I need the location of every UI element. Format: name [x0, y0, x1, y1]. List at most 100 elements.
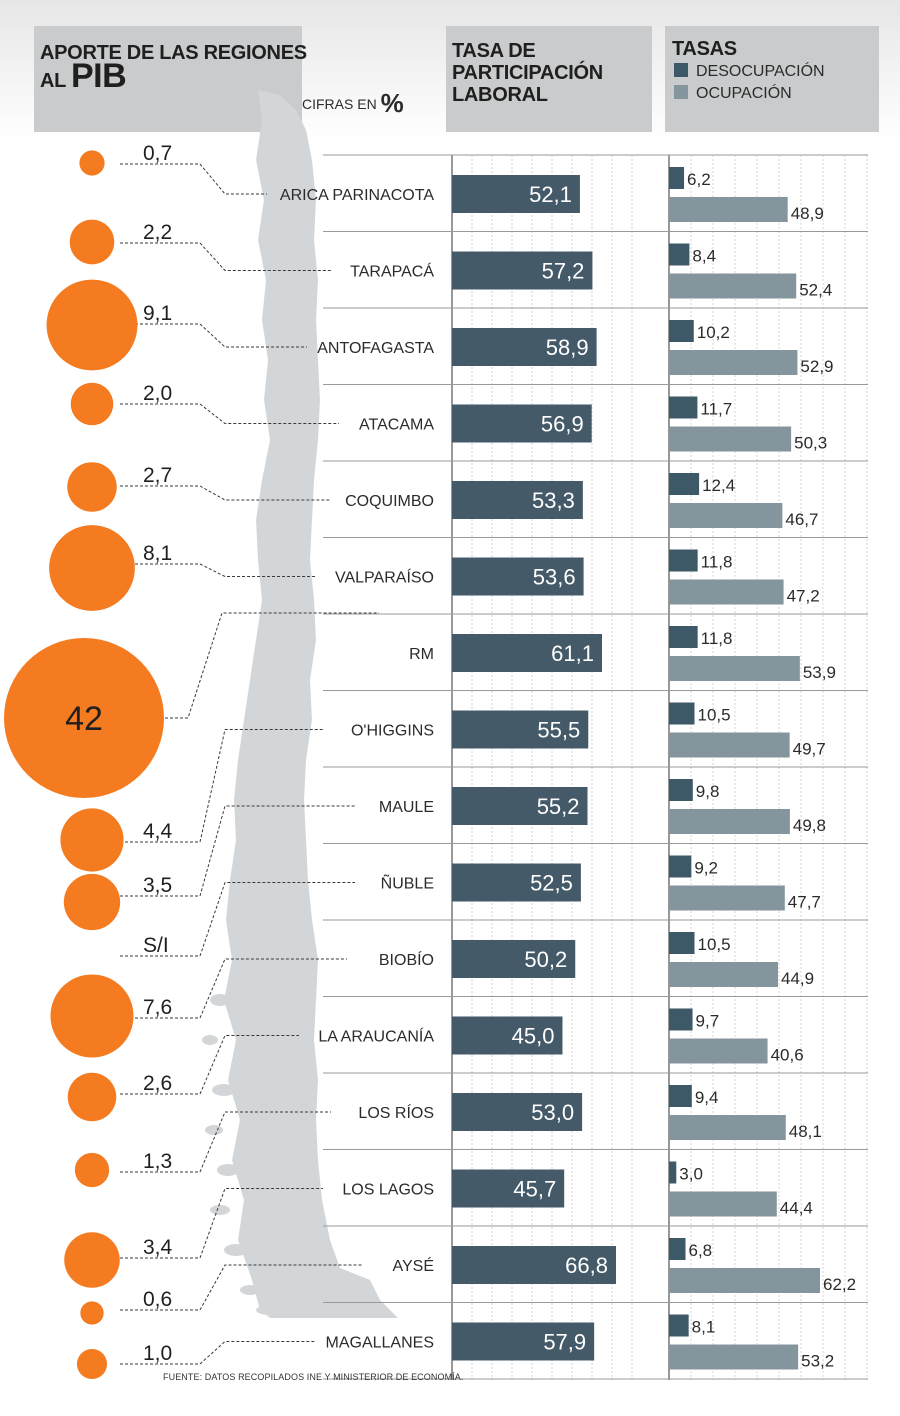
ocupacion-bar-ayse [669, 1268, 820, 1293]
pib-value-la-araucania: 2,6 [143, 1072, 172, 1095]
participacion-bar-antofagasta [452, 328, 597, 366]
pib-header-box [34, 26, 302, 132]
ocupacion-bar-magallanes [669, 1344, 799, 1370]
pib-value-coquimbo: 2,7 [143, 464, 172, 487]
island-fragment [240, 1285, 260, 1295]
pib-connector-la-araucania [120, 1035, 299, 1095]
ocupacion-value-atacama: 50,3 [794, 434, 827, 453]
ocupacion-value-o-higgins: 49,7 [793, 740, 826, 759]
pib-bubble-arica-parinacota [79, 150, 105, 176]
participacion-value-valparaiso: 53,6 [533, 565, 576, 590]
ocupacion-bar-los-rios [669, 1115, 786, 1140]
pib-bubbles: 0,7 2,2 9,1 2,0 2,7 8,1 42 4,4 3,5 S/I 7,6 2,6 1,3 3,… [4, 142, 173, 1380]
region-label-biobio: BIOBÍO [379, 950, 434, 969]
desocupacion-value-nuble: 9,2 [694, 859, 718, 878]
desocupacion-bar-coquimbo [669, 473, 700, 495]
island-fragment [224, 1244, 248, 1256]
ocupacion-value-nuble: 47,7 [788, 893, 821, 912]
desocupacion-bar-los-lagos [669, 1161, 677, 1184]
pib-value-valparaiso: 8,1 [143, 542, 172, 565]
desocupacion-bar-o-higgins [669, 702, 695, 725]
desocupacion-value-los-rios: 9,4 [695, 1088, 719, 1107]
participacion-value-biobio: 50,2 [524, 947, 567, 972]
pib-value-los-rios: 1,3 [143, 1150, 172, 1173]
island-fragment [256, 1305, 284, 1315]
pib-bubble-coquimbo [67, 462, 117, 512]
desocupacion-value-ayse: 6,8 [689, 1241, 713, 1260]
participacion-value-arica-parinacota: 52,1 [529, 182, 572, 207]
participacion-value-antofagasta: 58,9 [546, 335, 589, 360]
participacion-value-o-higgins: 55,5 [537, 718, 580, 743]
participacion-value-los-rios: 53,0 [531, 1100, 574, 1125]
pib-connector-magallanes [120, 1341, 315, 1365]
desocupacion-bar-los-rios [669, 1085, 692, 1107]
pib-title-pib: PIB [70, 57, 127, 95]
pib-value-tarapaca: 2,2 [143, 221, 172, 244]
ocupacion-bar-maule [669, 809, 790, 834]
source-note: FUENTE: DATOS RECOPILADOS INE Y MINISTER… [163, 1372, 464, 1382]
pib-connector-ayse [120, 1264, 363, 1311]
ocupacion-bar-arica-parinacota [669, 197, 788, 222]
desocupacion-bar-maule [669, 779, 693, 801]
desocupacion-bar-la-araucania [669, 1008, 693, 1031]
region-label-tarapaca: TARAPACÁ [350, 262, 434, 281]
desocupacion-value-biobio: 10,5 [697, 935, 730, 954]
pib-value-ayse: 0,6 [143, 1288, 172, 1311]
pib-connector-los-rios [120, 1111, 331, 1173]
pib-title-al: AL [40, 70, 66, 92]
desocupacion-bar-atacama [669, 396, 698, 419]
desocupacion-value-tarapaca: 8,4 [692, 247, 716, 266]
island-fragment [210, 994, 230, 1006]
participacion-value-ayse: 66,8 [565, 1253, 608, 1278]
desocupacion-value-los-lagos: 3,0 [679, 1165, 703, 1184]
participacion-value-nuble: 52,5 [530, 871, 573, 896]
island-fragment [202, 1035, 218, 1045]
region-label-la-araucania: LA ARAUCANÍA [318, 1027, 434, 1046]
participacion-value-coquimbo: 53,3 [532, 488, 575, 513]
region-label-arica-parinacota: ARICA PARINACOTA [280, 187, 434, 204]
cifras-unit: % [380, 88, 404, 118]
ocupacion-value-antofagasta: 52,9 [800, 357, 833, 376]
pib-value-nuble: S/I [143, 934, 169, 957]
participacion-value-maule: 55,2 [537, 794, 580, 819]
region-label-maule: MAULE [379, 799, 434, 816]
pib-bubble-antofagasta [46, 279, 138, 371]
participacion-bars: 52,1 57,2 58,9 56,9 53,3 53,6 61,1 55,5 55,2 52,5… [452, 175, 616, 1361]
region-label-rm: RM [409, 646, 434, 663]
desocupacion-value-magallanes: 8,1 [692, 1318, 716, 1337]
participacion-bar-los-lagos [452, 1169, 565, 1208]
ocupacion-bar-o-higgins [669, 732, 790, 758]
participacion-bar-ayse [452, 1246, 616, 1284]
tasas-bars: 6,2 8,4 10,2 11,7 12,4 11,8 11,8 10,5 9,8 9,2 10,5… [669, 167, 856, 1371]
pib-value-magallanes: 1,0 [143, 1342, 172, 1365]
participacion-value-atacama: 56,9 [541, 412, 584, 437]
desocupacion-value-o-higgins: 10,5 [697, 706, 730, 725]
tasa-header-box [446, 26, 652, 132]
region-label-antofagasta: ANTOFAGASTA [317, 340, 434, 357]
legend-desocupacion: DESOCUPACIÓN [674, 63, 825, 81]
pib-value-o-higgins: 4,4 [143, 820, 173, 843]
desocupacion-bar-biobio [669, 932, 695, 954]
pib-bubble-o-higgins [60, 808, 124, 872]
pib-title-line1: APORTE DE LAS REGIONES [40, 42, 307, 64]
region-label-ayse: AYSÉ [393, 1256, 435, 1275]
ocupacion-value-valparaiso: 47,2 [787, 587, 820, 606]
legend-ocupacion-label: OCUPACIÓN [696, 85, 792, 102]
island-fragment [205, 1125, 223, 1135]
region-label-atacama: ATACAMA [359, 417, 434, 434]
region-label-o-higgins: O'HIGGINS [351, 723, 434, 740]
pib-value-rm: 42 [65, 700, 103, 738]
participacion-value-los-lagos: 45,7 [513, 1177, 556, 1202]
participacion-bar-los-rios [452, 1093, 583, 1131]
ocupacion-value-arica-parinacota: 48,9 [791, 204, 824, 223]
pib-connector-rm [165, 612, 379, 719]
pib-bubble-valparaiso [49, 525, 135, 611]
cifras-label: CIFRAS EN % [302, 88, 404, 119]
island-fragment [210, 1205, 230, 1215]
chile-map [202, 90, 398, 1318]
pib-connector-nuble [120, 882, 355, 957]
desocupacion-value-la-araucania: 9,7 [696, 1012, 720, 1031]
region-label-magallanes: MAGALLANES [326, 1335, 434, 1352]
tasa-title-line2: PARTICIPACIÓN [452, 62, 603, 84]
pib-connector-biobio [120, 958, 347, 1019]
